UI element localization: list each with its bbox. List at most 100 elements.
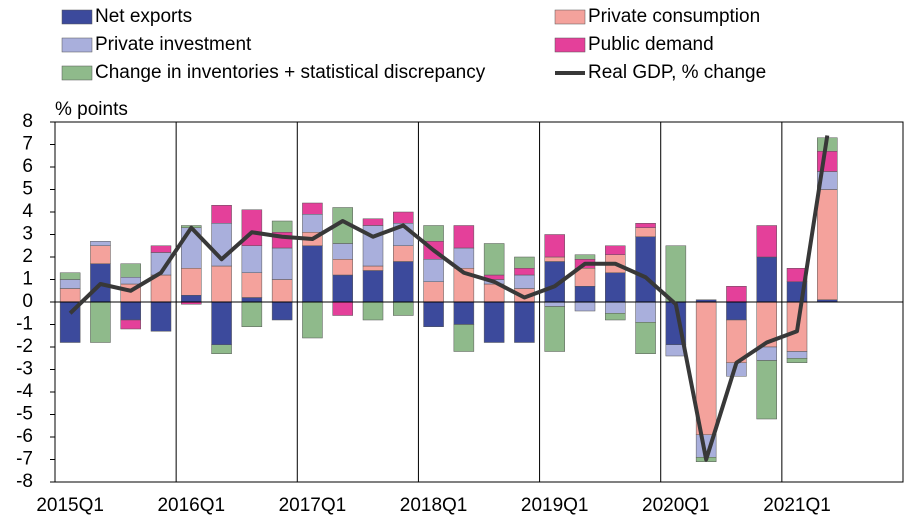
bar-segment	[59, 279, 81, 289]
y-tick-label: -1	[16, 314, 33, 335]
bar-segment	[393, 245, 414, 262]
bar-segment	[332, 301, 353, 316]
legend-label: Net exports	[95, 6, 192, 27]
bar-segment	[423, 259, 444, 282]
x-tick-label: 2020Q1	[642, 495, 710, 516]
bar-segment	[59, 272, 81, 280]
bar-segment	[544, 234, 565, 258]
y-tick-label: 7	[22, 134, 33, 155]
bar-segment	[90, 241, 111, 246]
bar-segment	[483, 301, 505, 343]
bar-segment	[453, 324, 475, 352]
y-axis-label: % points	[55, 99, 128, 120]
legend-label: Real GDP, % change	[588, 62, 766, 83]
bar-segment	[150, 301, 172, 332]
x-tick-label: 2015Q1	[36, 495, 104, 516]
y-tick-label: 2	[22, 246, 33, 267]
bar-segment	[726, 301, 747, 321]
bar-segment	[332, 274, 353, 303]
bar-segment	[120, 319, 141, 330]
legend-label: Public demand	[588, 34, 714, 55]
bar-segment	[362, 270, 384, 303]
y-tick-label: -6	[16, 426, 33, 447]
bar-segment	[302, 214, 323, 233]
legend-swatch	[554, 9, 586, 25]
bar-segment	[483, 243, 505, 276]
x-tick-label: 2021Q1	[763, 495, 831, 516]
bar-segment	[605, 272, 626, 303]
bar-segment	[393, 211, 414, 224]
bar-segment	[302, 245, 323, 303]
bar-segment	[211, 344, 232, 354]
bar-segment	[574, 286, 596, 303]
bar-segment	[302, 301, 323, 339]
bar-segment	[423, 225, 444, 242]
y-tick-label: -8	[16, 471, 33, 492]
bar-segment	[271, 247, 293, 280]
bar-segment	[453, 301, 475, 325]
legend-label: Private consumption	[588, 6, 760, 27]
y-tick-label: -5	[16, 404, 33, 425]
bar-segment	[635, 223, 656, 228]
bar-segment	[544, 256, 565, 262]
bar-segment	[393, 261, 414, 303]
bar-segment	[271, 301, 293, 321]
bar-segment	[332, 259, 353, 276]
bar-segment	[635, 227, 656, 237]
bar-segment	[423, 301, 444, 327]
bar-segment	[514, 301, 535, 343]
legend-swatch	[61, 9, 93, 25]
bar-segment	[181, 268, 202, 296]
bar-segment	[605, 245, 626, 255]
y-tick-label: -3	[16, 359, 33, 380]
bar-segment	[605, 301, 626, 314]
bar-segment	[393, 301, 414, 316]
bar-segment	[120, 263, 141, 278]
bar-segment	[362, 265, 384, 271]
bar-segment	[514, 256, 535, 269]
bar-segment	[362, 301, 384, 321]
y-tick-label: -4	[16, 381, 33, 402]
bar-segment	[423, 281, 444, 303]
x-tick-label: 2019Q1	[521, 495, 589, 516]
bar-segment	[756, 225, 777, 258]
bar-segment	[786, 351, 808, 359]
bar-segment	[786, 358, 808, 363]
gdp-line	[68, 135, 830, 462]
bar-segment	[211, 265, 232, 303]
legend-label: Private investment	[95, 34, 252, 55]
bar-segment	[241, 245, 263, 273]
legend-swatch	[61, 65, 93, 81]
y-tick-label: -7	[16, 449, 33, 470]
legend-swatch	[554, 37, 586, 53]
y-tick-label: 6	[22, 156, 33, 177]
bar-segment	[150, 245, 172, 253]
bar-segment	[635, 301, 656, 323]
bar-segment	[605, 313, 626, 321]
bar-segment	[90, 245, 111, 264]
bar-segment	[302, 202, 323, 215]
bar-segment	[211, 205, 232, 224]
bar-segment	[544, 306, 565, 352]
bar-segment	[181, 295, 202, 303]
y-tick-label: 1	[22, 269, 33, 290]
bar-segment	[756, 360, 777, 420]
bar-segment	[514, 268, 535, 276]
bar-segment	[120, 277, 141, 285]
bar-segment	[453, 225, 475, 249]
bar-segment	[665, 245, 687, 303]
bar-segment	[574, 254, 596, 260]
bar-segment	[120, 301, 141, 321]
bar-segment	[514, 274, 535, 289]
bar-segment	[332, 243, 353, 260]
bar-segment	[241, 301, 263, 327]
x-tick-label: 2017Q1	[279, 495, 347, 516]
x-tick-label: 2016Q1	[157, 495, 225, 516]
y-tick-label: 8	[22, 111, 33, 132]
bar-segment	[756, 256, 777, 303]
bar-segment	[241, 297, 263, 303]
x-tick-label: 2018Q1	[400, 495, 468, 516]
y-tick-label: 5	[22, 179, 33, 200]
bar-segment	[726, 286, 747, 303]
